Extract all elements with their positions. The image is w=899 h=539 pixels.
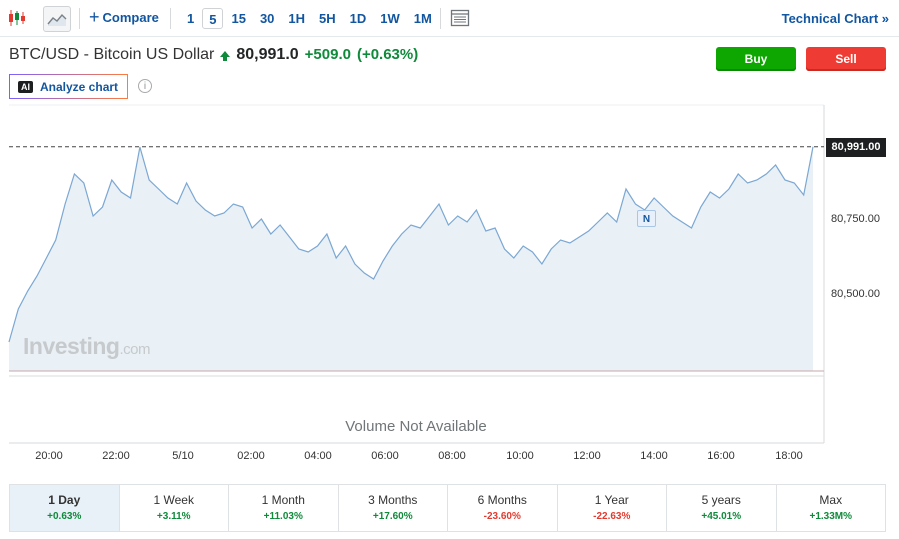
period-change: +11.03% — [263, 511, 303, 522]
x-axis-label: 12:00 — [573, 450, 601, 462]
interval-1d[interactable]: 1D — [349, 11, 367, 26]
period-label: 1 Week — [153, 493, 194, 507]
period-label: Max — [819, 493, 843, 507]
interval-15[interactable]: 15 — [231, 11, 246, 26]
x-axis-label: 08:00 — [438, 450, 466, 462]
chart-toolbar: + Compare 1 5 15 30 1H 5H 1D 1W 1M Technical Cha… — [0, 0, 899, 37]
x-axis-label: 16:00 — [707, 450, 735, 462]
investing-watermark: Investing.com — [23, 333, 150, 360]
watermark-text: Investing — [23, 333, 120, 359]
layout-icon[interactable] — [447, 6, 473, 30]
compare-button[interactable]: + Compare — [89, 7, 159, 27]
interval-1h[interactable]: 1H — [288, 11, 306, 26]
x-axis-label: 5/10 — [172, 450, 194, 462]
x-axis-label: 20:00 — [35, 450, 63, 462]
period-change: +1.33M% — [809, 511, 853, 522]
watermark-suffix: .com — [119, 341, 150, 358]
analyze-chart-label: Analyze chart — [40, 79, 119, 94]
period-6-months[interactable]: 6 Months -23.60% — [448, 485, 558, 531]
instrument-header: BTC/USD - Bitcoin US Dollar 80,991.0 +50… — [9, 46, 418, 64]
price-line — [8, 146, 814, 343]
period-max[interactable]: Max +1.33M% — [777, 485, 886, 531]
x-axis-label: 14:00 — [640, 450, 668, 462]
area-chart-icon[interactable] — [43, 6, 71, 32]
arrow-up-icon — [220, 51, 231, 61]
price-area-fill — [9, 146, 813, 371]
interval-5[interactable]: 5 — [202, 8, 224, 29]
period-1-month[interactable]: 1 Month +11.03% — [229, 485, 339, 531]
price-chart[interactable] — [0, 0, 899, 477]
sell-button[interactable]: Sell — [806, 47, 886, 71]
period-change: +0.63% — [47, 511, 82, 522]
interval-1m[interactable]: 1M — [413, 11, 432, 26]
period-change: -22.63% — [593, 511, 631, 522]
period-change: +3.11% — [156, 511, 191, 522]
last-price: 80,991.0 — [236, 46, 299, 63]
toolbar-divider — [79, 8, 80, 29]
x-axis-label: 18:00 — [775, 450, 803, 462]
period-label: 6 Months — [477, 493, 527, 507]
y-axis-label: 80,750.00 — [831, 213, 880, 225]
news-marker[interactable]: N — [637, 210, 656, 227]
y-axis-label: 80,500.00 — [831, 288, 880, 300]
plus-icon: + — [89, 7, 100, 27]
price-change-percent: (+0.63%) — [356, 46, 419, 63]
toolbar-divider — [170, 8, 171, 29]
period-5-years[interactable]: 5 years +45.01% — [667, 485, 777, 531]
interval-5h[interactable]: 5H — [319, 11, 336, 26]
technical-chart-link[interactable]: Technical Chart » — [781, 11, 889, 26]
info-icon[interactable]: i — [138, 79, 152, 93]
price-change: +509.0 — [304, 46, 351, 63]
ai-badge: AI — [18, 80, 33, 93]
period-label: 1 Month — [261, 493, 305, 507]
interval-1w[interactable]: 1W — [380, 11, 400, 26]
x-axis-label: 04:00 — [304, 450, 332, 462]
candlestick-icon[interactable] — [4, 6, 30, 30]
period-label: 1 Day — [48, 493, 81, 507]
x-axis-label: 06:00 — [371, 450, 399, 462]
volume-unavailable-text: Volume Not Available — [345, 418, 487, 435]
period-1-day[interactable]: 1 Day +0.63% — [10, 485, 120, 531]
compare-label: Compare — [102, 10, 159, 25]
period-label: 5 years — [701, 493, 741, 507]
interval-selector: 1 5 15 30 1H 5H 1D 1W 1M — [181, 8, 440, 29]
x-axis-label: 02:00 — [237, 450, 265, 462]
period-label: 1 Year — [594, 493, 629, 507]
buy-button[interactable]: Buy — [716, 47, 796, 71]
interval-30[interactable]: 30 — [259, 11, 275, 26]
performance-periods: 1 Day +0.63% 1 Week +3.11% 1 Month +11.03% 3 M… — [9, 484, 886, 532]
period-change: -23.60% — [483, 511, 521, 522]
interval-1[interactable]: 1 — [187, 11, 195, 26]
x-axis-label: 10:00 — [506, 450, 534, 462]
x-axis-label: 22:00 — [102, 450, 130, 462]
last-price-tag: 80,991.00 — [826, 138, 886, 157]
period-change: +17.60% — [372, 511, 413, 522]
period-change: +45.01% — [701, 511, 742, 522]
period-1-year[interactable]: 1 Year -22.63% — [558, 485, 667, 531]
period-1-week[interactable]: 1 Week +3.11% — [120, 485, 229, 531]
toolbar-divider — [440, 8, 441, 29]
period-3-months[interactable]: 3 Months +17.60% — [339, 485, 448, 531]
analyze-chart-button[interactable]: AI Analyze chart — [9, 74, 129, 99]
period-label: 3 Months — [368, 493, 418, 507]
instrument-name: BTC/USD - Bitcoin US Dollar — [9, 46, 215, 63]
